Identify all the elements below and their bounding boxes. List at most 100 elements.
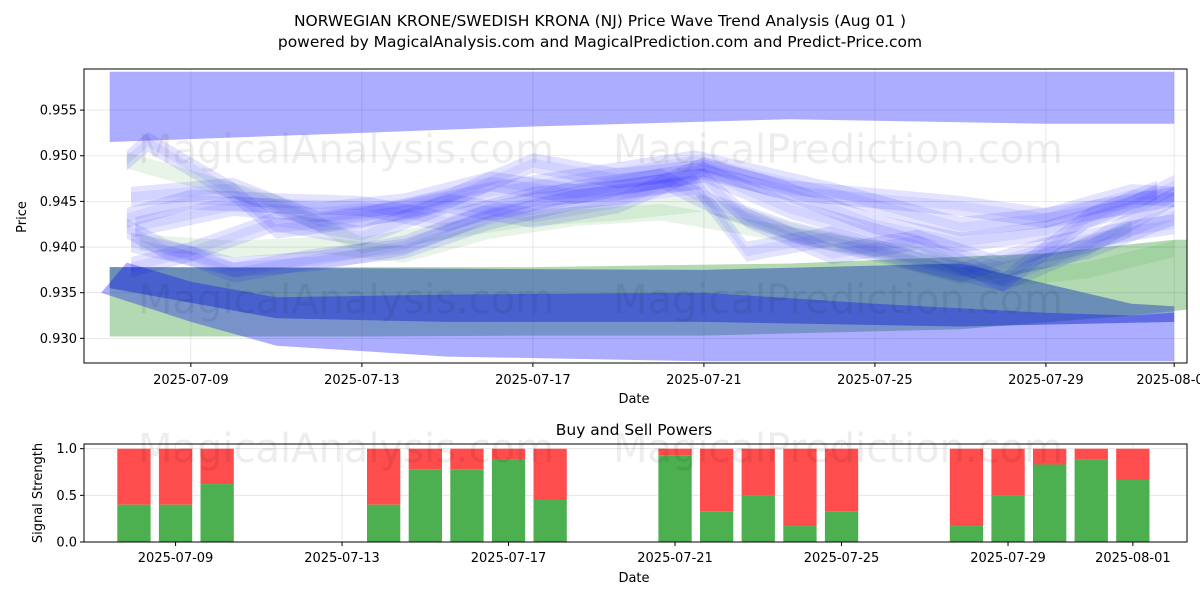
main-y-tick-label: 0.950 bbox=[40, 149, 77, 164]
sell-power-bar bbox=[158, 448, 193, 505]
buy-power-bar bbox=[450, 469, 484, 542]
bar-y-tick-label: 0.0 bbox=[56, 536, 77, 551]
sell-power-bar bbox=[200, 448, 234, 485]
main-y-axis-label: Price bbox=[15, 201, 30, 233]
buy-power-bar bbox=[949, 526, 984, 542]
sell-power-bar bbox=[367, 448, 401, 505]
main-y-tick-label: 0.945 bbox=[40, 195, 77, 210]
watermark-text: MagicalAnalysis.com bbox=[138, 277, 554, 323]
bar-x-axis: 2025-07-09 2025-07-13 2025-07-17 2025-07-21… bbox=[138, 542, 1171, 566]
blue-wave-band bbox=[126, 168, 1175, 278]
blue-wave-core bbox=[131, 155, 1175, 232]
sell-power-bar bbox=[1116, 448, 1150, 480]
buy-power-bar bbox=[991, 495, 1025, 542]
bar-x-tick-label: 2025-07-29 bbox=[970, 551, 1046, 566]
dark-blue-band bbox=[109, 263, 1175, 327]
bar-x-tick-label: 2025-07-09 bbox=[138, 551, 214, 566]
buy-power-bar bbox=[1074, 459, 1108, 542]
green-wave-band bbox=[139, 204, 1175, 288]
price-wave-chart: MagicalAnalysis.com MagicalPrediction.co… bbox=[15, 68, 1200, 407]
blue-wave-band bbox=[131, 150, 1175, 237]
buy-power-bar bbox=[824, 511, 859, 542]
main-x-tick-label: 2025-07-29 bbox=[1008, 373, 1084, 388]
upper-blue-band bbox=[109, 71, 1175, 142]
sell-power-bar bbox=[741, 448, 775, 496]
blue-wave-band bbox=[126, 132, 1175, 239]
main-x-tick-label: 2025-07-21 bbox=[666, 373, 742, 388]
buy-power-bar bbox=[1116, 479, 1150, 542]
buy-power-bar bbox=[783, 526, 817, 542]
bar-y-tick-label: 0.5 bbox=[56, 489, 77, 504]
green-wave-band bbox=[126, 152, 1132, 285]
buy-power-bar bbox=[117, 504, 151, 542]
main-x-axis: 2025-07-09 2025-07-13 2025-07-17 2025-07-21… bbox=[153, 363, 1200, 388]
main-y-tick-label: 0.940 bbox=[40, 241, 77, 256]
sell-power-bar bbox=[533, 448, 567, 500]
sell-power-bar bbox=[1074, 448, 1108, 460]
bar-x-tick-label: 2025-07-17 bbox=[471, 551, 547, 566]
bar-x-tick-label: 2025-07-21 bbox=[637, 551, 713, 566]
buy-power-bar bbox=[367, 504, 401, 542]
figure-title-line2: powered by MagicalAnalysis.com and Magic… bbox=[278, 33, 922, 51]
buy-power-bar bbox=[1033, 464, 1067, 542]
main-watermark: MagicalAnalysis.com MagicalPrediction.co… bbox=[138, 127, 1063, 323]
buy-power-bar bbox=[533, 500, 567, 542]
blue-wave-band bbox=[126, 162, 1175, 292]
watermark-text: MagicalAnalysis.com bbox=[138, 426, 554, 472]
sell-power-bar bbox=[949, 448, 984, 527]
main-y-axis: 0.930 0.935 0.940 0.945 0.950 0.955 bbox=[40, 104, 84, 347]
bar-plot-frame bbox=[83, 443, 1188, 543]
main-x-tick-label: 2025-08-01 bbox=[1136, 373, 1200, 388]
buy-power-bar bbox=[200, 484, 234, 542]
blue-wave-core bbox=[131, 180, 1158, 287]
sell-power-bar bbox=[700, 448, 734, 512]
sell-power-bar bbox=[117, 448, 151, 505]
watermark-text: MagicalPrediction.com bbox=[613, 426, 1063, 472]
sell-power-bar bbox=[450, 448, 484, 470]
buy-power-bar bbox=[491, 459, 526, 542]
bar-series-layer bbox=[117, 448, 1150, 542]
buy-power-bar bbox=[658, 455, 692, 542]
sell-power-bar bbox=[658, 448, 692, 456]
main-y-tick-label: 0.930 bbox=[40, 332, 77, 347]
blue-wave-band bbox=[135, 168, 1175, 283]
blue-wave-band bbox=[131, 156, 1175, 278]
bar-y-tick-label: 1.0 bbox=[56, 442, 77, 457]
main-y-tick-label: 0.955 bbox=[40, 104, 77, 119]
bar-watermark: MagicalAnalysis.com MagicalPrediction.co… bbox=[138, 426, 1063, 472]
main-x-axis-label: Date bbox=[618, 392, 649, 407]
buy-power-bar bbox=[741, 495, 775, 542]
buy-power-bar bbox=[700, 511, 734, 542]
main-x-tick-label: 2025-07-25 bbox=[837, 373, 913, 388]
lower-blue-band bbox=[101, 262, 1175, 362]
main-y-tick-label: 0.935 bbox=[40, 286, 77, 301]
buy-power-bar bbox=[158, 504, 193, 542]
sell-power-bar bbox=[491, 448, 526, 460]
buy-power-bar bbox=[408, 469, 442, 542]
buy-sell-powers-chart: Buy and Sell Powers MagicalAnalysis.com … bbox=[31, 421, 1188, 586]
sell-power-bar bbox=[1033, 448, 1067, 465]
bar-chart-title: Buy and Sell Powers bbox=[556, 421, 713, 439]
bar-y-axis: 0.0 0.5 1.0 bbox=[56, 442, 84, 551]
blue-wave-core bbox=[135, 174, 1175, 278]
bar-x-tick-label: 2025-07-25 bbox=[804, 551, 880, 566]
watermark-text: MagicalPrediction.com bbox=[613, 127, 1063, 173]
main-x-tick-label: 2025-07-13 bbox=[324, 373, 400, 388]
main-plot-frame bbox=[83, 68, 1188, 364]
sell-power-bar bbox=[991, 448, 1025, 496]
main-x-tick-label: 2025-07-09 bbox=[153, 373, 229, 388]
main-series-layer bbox=[101, 71, 1187, 362]
sell-power-bar bbox=[783, 448, 817, 527]
bar-x-axis-label: Date bbox=[618, 571, 649, 586]
figure-title-line1: NORWEGIAN KRONE/SWEDISH KRONA (NJ) Price… bbox=[294, 12, 906, 30]
bar-x-tick-label: 2025-08-01 bbox=[1095, 551, 1171, 566]
sell-power-bar bbox=[824, 448, 859, 512]
blue-wave-band bbox=[131, 174, 1158, 292]
blue-wave-core bbox=[126, 137, 1175, 234]
bar-x-tick-label: 2025-07-13 bbox=[304, 551, 380, 566]
main-x-tick-label: 2025-07-17 bbox=[495, 373, 571, 388]
sell-power-bar bbox=[408, 448, 442, 470]
watermark-text: MagicalAnalysis.com bbox=[138, 127, 554, 173]
watermark-text: MagicalPrediction.com bbox=[613, 277, 1063, 323]
